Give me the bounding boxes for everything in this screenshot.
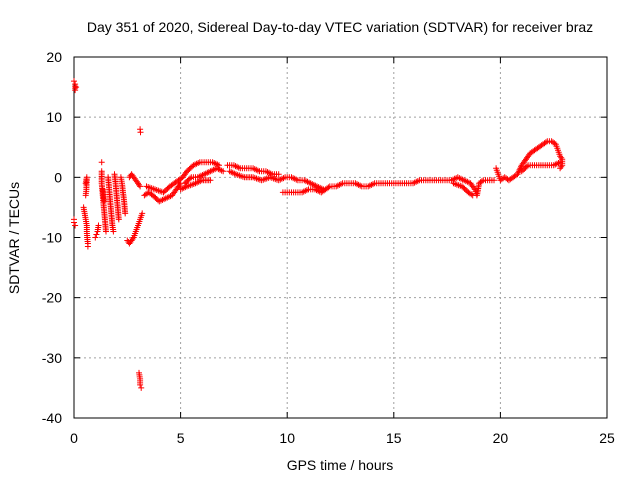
x-tick-label: 0 xyxy=(70,430,78,446)
data-point xyxy=(491,177,497,184)
data-point xyxy=(275,171,282,178)
y-tick-label: -20 xyxy=(42,290,62,306)
data-point xyxy=(110,228,117,235)
data-point xyxy=(122,210,129,217)
data-point xyxy=(92,234,99,241)
y-axis-label: SDTVAR / TECUs xyxy=(6,182,22,294)
y-tick-label: -40 xyxy=(42,410,62,426)
data-point xyxy=(137,381,144,388)
data-point xyxy=(220,168,227,175)
data-point xyxy=(103,228,109,235)
data-point xyxy=(115,216,122,223)
data-point xyxy=(82,192,89,199)
data-point xyxy=(95,222,102,229)
data-point xyxy=(71,219,77,226)
data-point xyxy=(84,243,91,250)
data-point xyxy=(71,78,77,85)
data-point xyxy=(325,184,332,191)
data-point xyxy=(557,165,564,172)
y-tick-label: 10 xyxy=(46,109,62,125)
y-tick-label: -10 xyxy=(42,230,62,246)
data-point xyxy=(542,139,549,146)
grid-lines xyxy=(73,56,608,419)
data-point xyxy=(98,159,105,166)
y-tick-label: -30 xyxy=(42,350,62,366)
chart-title: Day 351 of 2020, Sidereal Day-to-day VTE… xyxy=(87,19,593,35)
data-point xyxy=(207,177,214,184)
data-point xyxy=(137,129,144,136)
x-tick-label: 10 xyxy=(279,430,295,446)
data-point xyxy=(137,183,144,190)
x-axis-label: GPS time / hours xyxy=(287,457,394,473)
data-point xyxy=(72,87,79,94)
data-points xyxy=(71,78,566,391)
x-tick-label: 15 xyxy=(386,430,402,446)
x-tick-labels: 0 5 10 15 20 25 xyxy=(70,430,615,446)
y-tick-labels: 20 10 0 -10 -20 -30 -40 xyxy=(42,49,62,426)
data-point xyxy=(73,84,80,91)
data-point xyxy=(523,163,530,170)
data-point xyxy=(187,175,193,182)
y-tick-label: 0 xyxy=(54,169,62,185)
x-tick-label: 25 xyxy=(599,430,615,446)
data-point xyxy=(93,231,100,238)
x-tick-label: 20 xyxy=(493,430,509,446)
data-point xyxy=(139,210,146,217)
data-point xyxy=(72,222,79,229)
data-point xyxy=(101,198,108,205)
y-tick-label: 20 xyxy=(46,49,62,65)
x-tick-label: 5 xyxy=(177,430,185,446)
data-point xyxy=(478,178,485,185)
data-point xyxy=(469,192,476,199)
data-point xyxy=(468,191,475,198)
data-point xyxy=(138,384,145,391)
data-point xyxy=(557,159,564,166)
data-point xyxy=(558,163,565,170)
